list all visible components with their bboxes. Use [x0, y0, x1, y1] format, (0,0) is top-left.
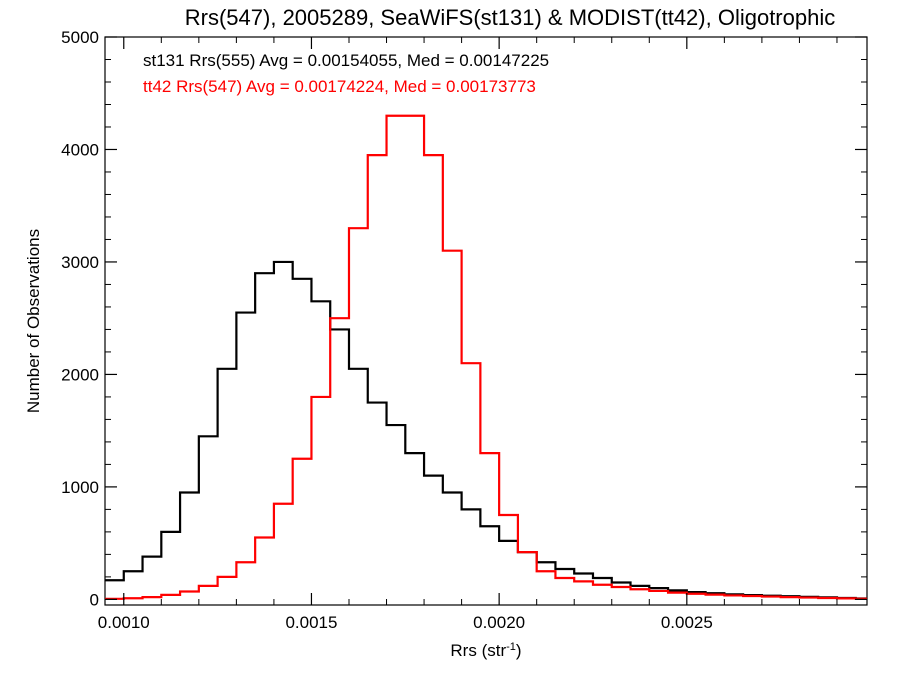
x-tick-label: 0.0025 — [661, 613, 713, 632]
stats-annotation-st131: st131 Rrs(555) Avg = 0.00154055, Med = 0… — [143, 51, 549, 70]
stats-annotation-tt42: tt42 Rrs(547) Avg = 0.00174224, Med = 0.… — [143, 77, 536, 96]
histogram-series-1 — [105, 114, 867, 600]
series-layer — [105, 114, 867, 600]
x-axis-label-main: Rrs (str — [450, 641, 506, 660]
plot-area: 0.0010 0.0015 0.0020 0.0025 0 1000 2000 3000 400… — [61, 28, 868, 632]
x-axis-label-close: ) — [516, 641, 522, 660]
plot-frame — [104, 36, 868, 606]
histogram-series-0 — [105, 260, 867, 600]
x-axis-label-superscript: -1 — [506, 641, 516, 653]
y-tick-label: 3000 — [61, 253, 99, 272]
chart-title: Rrs(547), 2005289, SeaWiFS(st131) & MODI… — [185, 5, 835, 30]
y-tick-label: 0 — [90, 590, 99, 609]
x-tick-label: 0.0020 — [473, 613, 525, 632]
y-tick-label: 2000 — [61, 365, 99, 384]
y-tick-label: 5000 — [61, 28, 99, 47]
x-tick-label: 0.0010 — [98, 613, 150, 632]
x-axis-label: Rrs (str-1) — [450, 641, 521, 660]
y-tick-label: 4000 — [61, 140, 99, 159]
y-tick-label: 1000 — [61, 478, 99, 497]
ticks-layer: 0.0010 0.0015 0.0020 0.0025 0 1000 2000 3000 400… — [61, 28, 867, 632]
x-tick-label: 0.0015 — [285, 613, 337, 632]
y-axis-label: Number of Observations — [24, 229, 43, 413]
